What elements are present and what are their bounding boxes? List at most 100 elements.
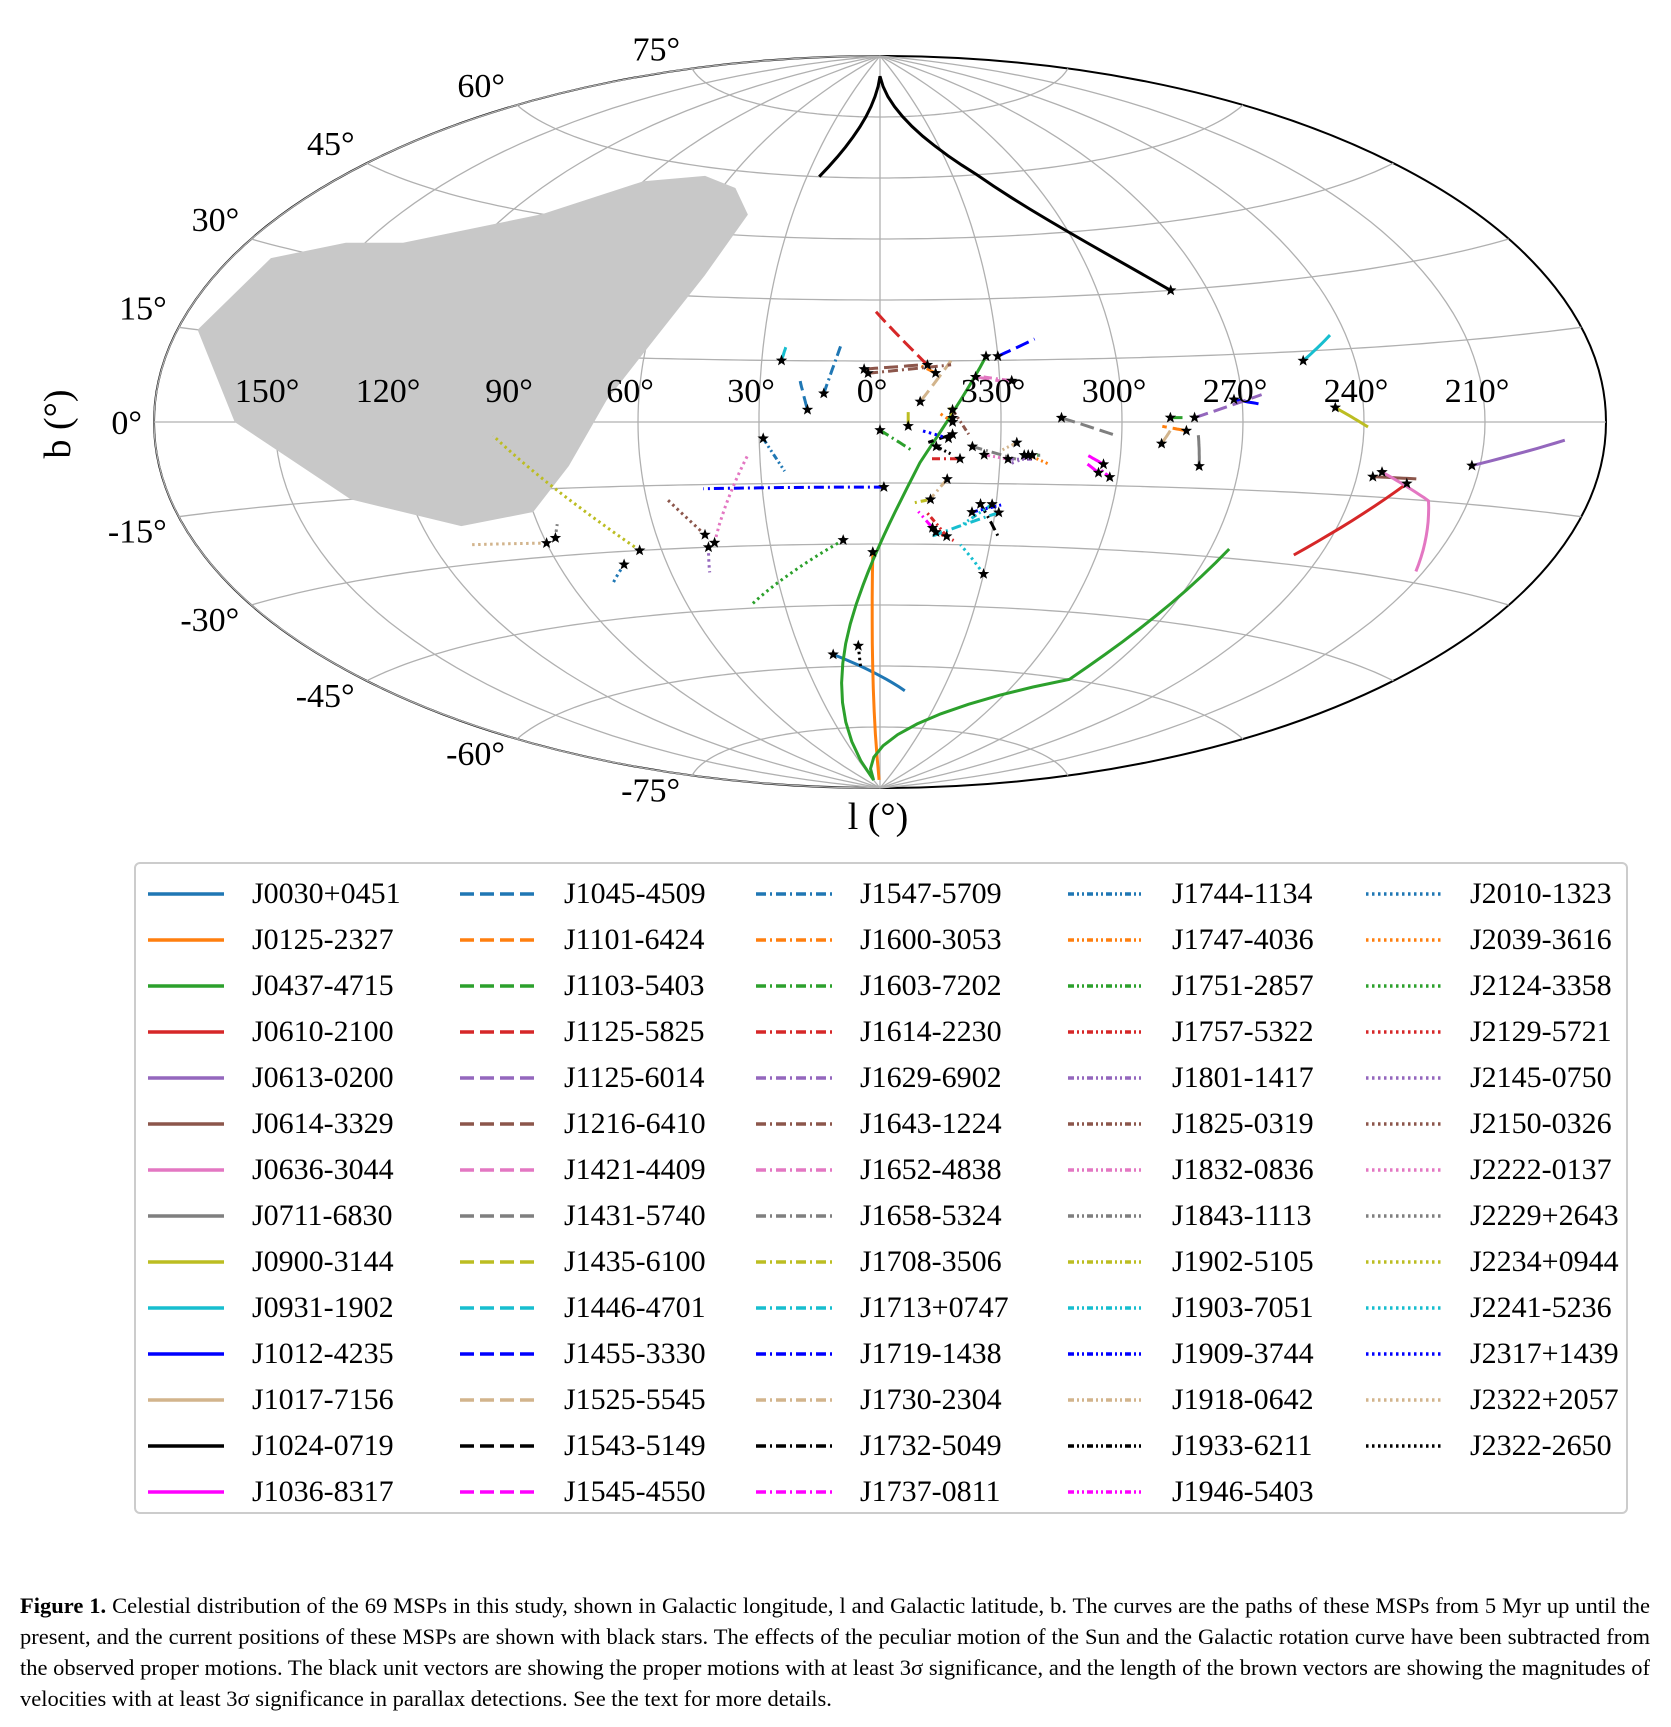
legend-swatch (1366, 1076, 1442, 1080)
legend-label: J2322+2057 (1470, 1383, 1619, 1416)
path-J2234+0944 (492, 434, 641, 552)
legend-entry: J0610-2100 (146, 1012, 394, 1052)
path-J0613-0200 (1471, 438, 1566, 468)
parallel (516, 104, 1244, 179)
star-J0711-6830 (1193, 460, 1205, 471)
legend-entry: J1708-3506 (754, 1242, 1002, 1282)
parallel (691, 68, 1069, 118)
legend-label: J2124-3358 (1470, 969, 1612, 1002)
legend-label: J0030+0451 (252, 877, 401, 910)
lon-tick-label: 30° (727, 373, 775, 410)
legend-label: J2234+0944 (1470, 1245, 1619, 1278)
legend-label: J1024-0719 (252, 1429, 394, 1462)
legend-label: J0610-2100 (252, 1015, 394, 1048)
star-J1125-6014 (1188, 411, 1201, 423)
legend-entry: J1455-3330 (458, 1334, 706, 1374)
star-J1903-7051 (986, 498, 998, 509)
lon-tick-label: 120° (356, 373, 421, 410)
legend-label: J1713+0747 (860, 1291, 1009, 1324)
legend-entry: J1017-7156 (146, 1380, 394, 1420)
parallel (691, 726, 1069, 776)
legend-label: J1125-5825 (564, 1015, 705, 1048)
star-J1843-1113 (1018, 449, 1030, 460)
legend-entry: J2129-5721 (1364, 1012, 1612, 1052)
legend-entry: J1903-7051 (1066, 1288, 1314, 1328)
legend-entry: J1216-6410 (458, 1104, 706, 1144)
legend-swatch (1366, 984, 1442, 988)
star-J0931-1902 (1297, 354, 1309, 366)
legend-entry: J1732-5049 (754, 1426, 1002, 1466)
legend-swatch (756, 892, 832, 896)
star-J1600-3053 (929, 367, 942, 378)
legend-swatch (148, 1030, 224, 1034)
path-J0636-3044 (1381, 470, 1431, 572)
legend-label: J1757-5322 (1172, 1015, 1314, 1048)
lat-tick-label: 15° (119, 290, 167, 327)
legend-swatch (1068, 1444, 1144, 1448)
legend-label: J2150-0326 (1470, 1107, 1612, 1140)
legend-swatch (148, 1398, 224, 1402)
legend-label: J1435-6100 (564, 1245, 706, 1278)
star-J1832-0836 (978, 448, 990, 460)
star-J2322-2650 (852, 639, 864, 651)
star-J2145-0750 (702, 541, 715, 553)
legend-label: J2322-2650 (1470, 1429, 1612, 1462)
legend-entry: J1603-7202 (754, 966, 1002, 1006)
star-J1801-1417 (1002, 453, 1014, 464)
legend-swatch (1366, 1122, 1442, 1126)
legend-swatch (148, 1444, 224, 1448)
lon-tick-label: 240° (1324, 373, 1389, 410)
legend-entry: J1525-5545 (458, 1380, 706, 1420)
legend-label: J1600-3053 (860, 923, 1002, 956)
path-J1737-0811 (917, 510, 934, 529)
legend-label: J2241-5236 (1470, 1291, 1612, 1324)
legend-entry: J1125-5825 (458, 1012, 705, 1052)
legend-entry: J0614-3329 (146, 1104, 394, 1144)
legend-label: J2039-3616 (1470, 923, 1612, 956)
parallel (366, 162, 1394, 240)
star-J1708-3506 (924, 493, 937, 505)
lon-tick-label: 150° (235, 373, 300, 410)
path-J0931-1902 (1302, 334, 1332, 362)
legend-label: J1737-0811 (860, 1475, 1001, 1508)
legend-label: J1012-4235 (252, 1337, 394, 1370)
path-J2124-3358 (751, 538, 844, 606)
legend-swatch (460, 1306, 536, 1310)
legend-label: J1744-1134 (1172, 877, 1313, 910)
legend-label: J2145-0750 (1470, 1061, 1612, 1094)
legend-entry: J2145-0750 (1364, 1058, 1612, 1098)
legend-swatch (460, 1030, 536, 1034)
legend-entry: J2229+2643 (1364, 1196, 1619, 1236)
legend-entry: J1946-5403 (1066, 1472, 1314, 1512)
legend-swatch (1366, 1030, 1442, 1034)
star-J1730-2304 (941, 473, 953, 484)
legend-swatch (756, 1076, 832, 1080)
path-J1652-4838 (983, 375, 1012, 383)
star-J0125-2327 (867, 546, 879, 557)
legend-entry: J0030+0451 (146, 874, 401, 914)
star-J2124-3358 (837, 534, 849, 545)
star-J1103-5403 (1164, 411, 1177, 423)
caption-text: Celestial distribution of the 69 MSPs in… (20, 1593, 1650, 1711)
legend-swatch (1366, 1444, 1442, 1448)
star-J1525-5545 (914, 395, 926, 407)
star-J2010-1323 (618, 558, 630, 570)
star-J1045-4509 (801, 403, 814, 415)
star-J0636-3044 (1376, 466, 1388, 477)
legend-entry: J1832-0836 (1066, 1150, 1314, 1190)
legend-swatch (1366, 892, 1442, 896)
legend-swatch (460, 1490, 536, 1494)
legend-entry: J1801-1417 (1066, 1058, 1314, 1098)
star-J1101-6424 (1180, 424, 1193, 436)
legend-swatch (1366, 1352, 1442, 1356)
legend-swatch (460, 1214, 536, 1218)
legend-entry: J1103-5403 (458, 966, 705, 1006)
legend-label: J1719-1438 (860, 1337, 1002, 1370)
star-J2039-3616 (946, 416, 959, 427)
lat-tick-label: -75° (621, 773, 680, 810)
legend-swatch (148, 1490, 224, 1494)
parallel (516, 665, 1244, 740)
legend-label: J0931-1902 (252, 1291, 394, 1324)
path-J1024-0719 (818, 75, 1172, 292)
lon-tick-label: 90° (485, 373, 533, 410)
